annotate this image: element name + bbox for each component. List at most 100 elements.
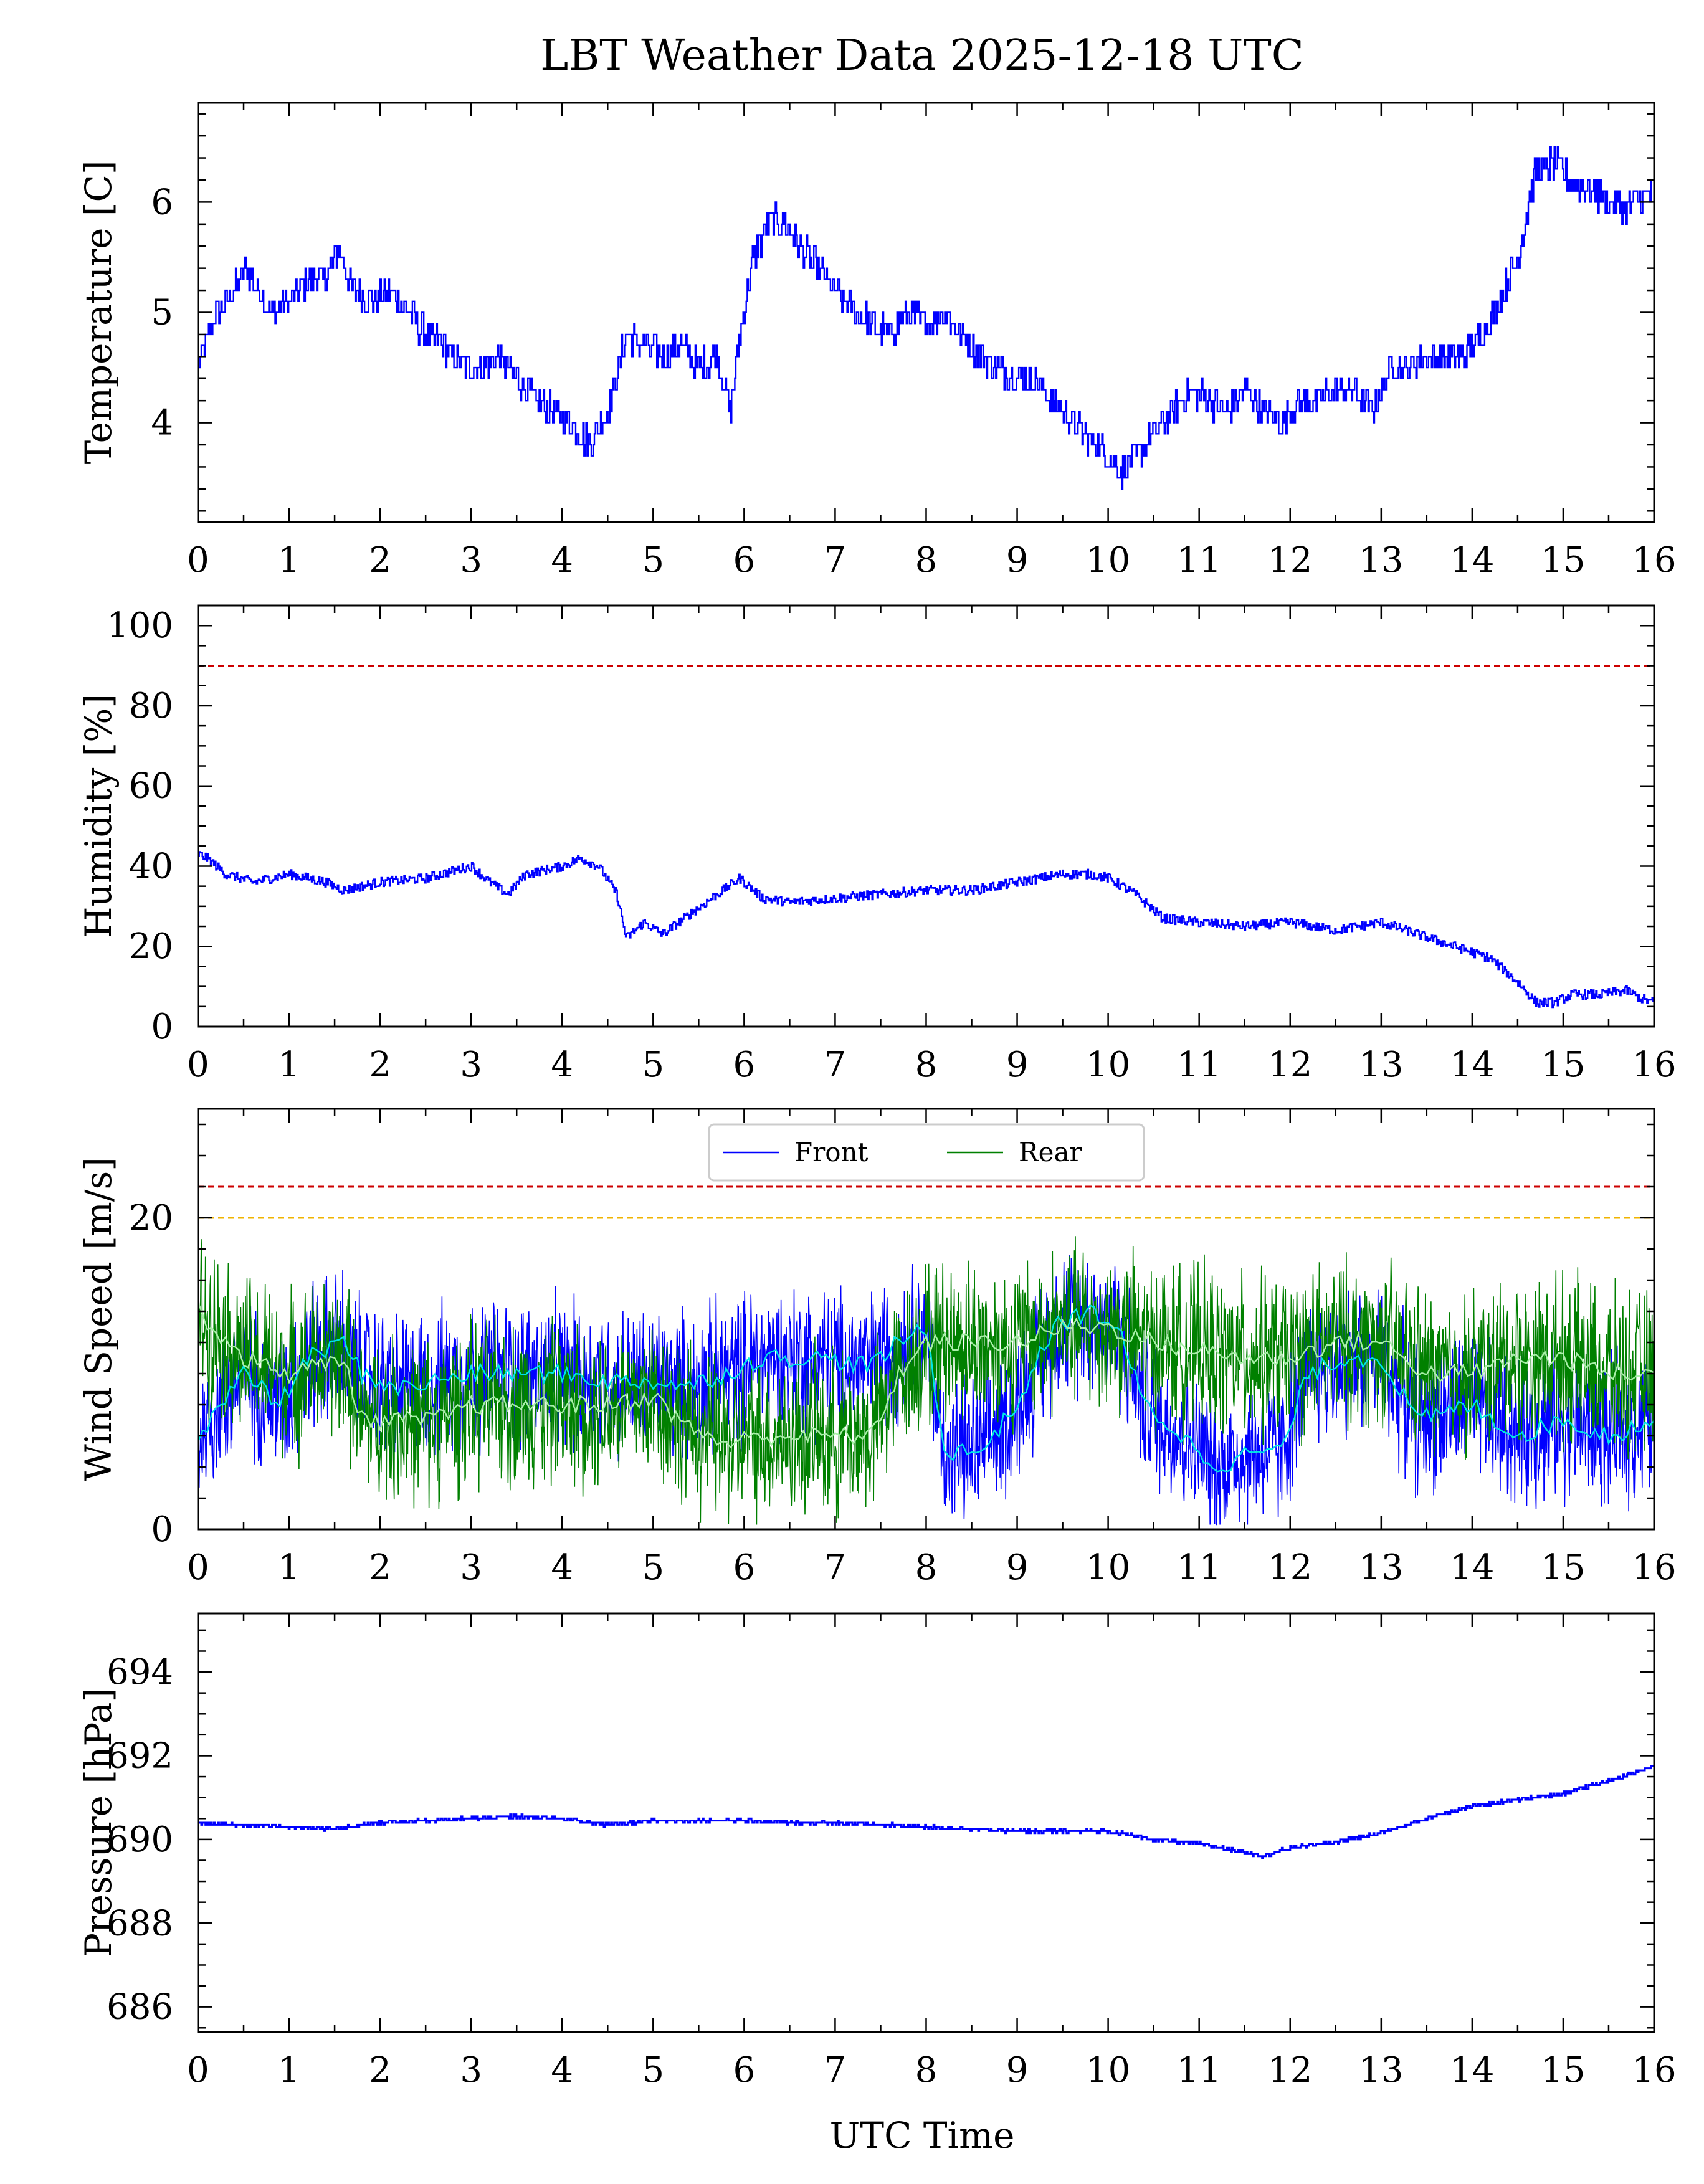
temperature-x-tick-label: 1 — [278, 540, 300, 581]
temperature-y-axis-label: Temperature [C] — [77, 160, 120, 464]
pressure-x-tick-label: 10 — [1086, 2050, 1130, 2091]
humidity-y-tick-label: 0 — [151, 1007, 173, 1047]
temperature-x-tick-label: 11 — [1177, 540, 1221, 581]
humidity-x-tick-label: 4 — [551, 1045, 573, 1085]
humidity-x-tick-label: 14 — [1450, 1045, 1494, 1085]
wind-y-tick-label: 20 — [129, 1198, 173, 1238]
wind-x-tick-label: 12 — [1268, 1547, 1312, 1588]
wind-x-tick-label: 6 — [733, 1547, 756, 1588]
pressure-y-tick-label: 692 — [107, 1735, 173, 1776]
pressure-x-tick-label: 2 — [369, 2050, 391, 2091]
wind-x-tick-label: 16 — [1632, 1547, 1676, 1588]
pressure-y-tick-label: 688 — [107, 1903, 173, 1944]
humidity-x-tick-label: 1 — [278, 1045, 300, 1085]
pressure-x-tick-label: 0 — [187, 2050, 209, 2091]
humidity-x-tick-label: 10 — [1086, 1045, 1130, 1085]
temperature-x-tick-label: 14 — [1450, 540, 1494, 581]
wind-x-tick-label: 14 — [1450, 1547, 1494, 1588]
pressure-x-tick-label: 4 — [551, 2050, 573, 2091]
legend-label-rear: Rear — [1019, 1137, 1083, 1167]
pressure-x-tick-label: 12 — [1268, 2050, 1312, 2091]
wind-average-front — [198, 1304, 1654, 1473]
temperature-x-tick-label: 6 — [733, 540, 756, 581]
humidity-x-tick-label: 7 — [824, 1045, 847, 1085]
humidity-y-tick-label: 20 — [129, 926, 173, 967]
humidity-y-axis-label: Humidity [%] — [77, 694, 120, 938]
temperature-x-tick-label: 7 — [824, 540, 847, 581]
pressure-series-group — [198, 1764, 1654, 1859]
humidity-x-tick-label: 5 — [642, 1045, 664, 1085]
pressure-x-tick-label: 8 — [915, 2050, 938, 2091]
wind-x-tick-label: 2 — [369, 1547, 391, 1588]
pressure-x-tick-label: 6 — [733, 2050, 756, 2091]
pressure-y-tick-label: 686 — [107, 1987, 173, 2028]
wind-x-tick-label: 10 — [1086, 1547, 1130, 1588]
pressure-y-tick-label: 694 — [107, 1652, 173, 1693]
temperature-x-tick-label: 8 — [915, 540, 938, 581]
wind-x-tick-label: 11 — [1177, 1547, 1221, 1588]
wind-x-tick-label: 7 — [824, 1547, 847, 1588]
pressure-x-tick-label: 7 — [824, 2050, 847, 2091]
figure-title: LBT Weather Data 2025-12-18 UTC — [540, 31, 1304, 80]
humidity-y-tick-label: 80 — [129, 686, 173, 726]
temperature-y-tick-label: 5 — [151, 293, 173, 333]
humidity-x-tick-label: 15 — [1541, 1045, 1585, 1085]
wind-y-tick-label: 0 — [151, 1509, 173, 1550]
pressure-y-axis-label: Pressure [hPa] — [77, 1688, 120, 1957]
wind-x-tick-label: 4 — [551, 1547, 573, 1588]
temperature-x-tick-label: 5 — [642, 540, 664, 581]
legend-box — [708, 1123, 1145, 1182]
humidity-y-tick-label: 60 — [129, 766, 173, 807]
temperature-x-tick-label: 9 — [1006, 540, 1029, 581]
pressure-x-tick-label: 14 — [1450, 2050, 1494, 2091]
wind-x-tick-label: 5 — [642, 1547, 664, 1588]
humidity-x-tick-label: 0 — [187, 1045, 209, 1085]
wind-x-tick-label: 9 — [1006, 1547, 1029, 1588]
x-axis-label: UTC Time — [830, 2114, 1015, 2157]
wind-legend: Front Rear — [708, 1123, 1145, 1182]
temperature-x-tick-label: 16 — [1632, 540, 1676, 581]
wind-x-tick-label: 13 — [1359, 1547, 1403, 1588]
pressure-series-line — [198, 1764, 1654, 1859]
humidity-x-tick-label: 9 — [1006, 1045, 1029, 1085]
temperature-x-tick-label: 13 — [1359, 540, 1403, 581]
humidity-x-tick-label: 13 — [1359, 1045, 1403, 1085]
humidity-y-tick-label: 100 — [107, 605, 173, 646]
temperature-y-tick-label: 4 — [151, 403, 173, 444]
wind-x-tick-label: 8 — [915, 1547, 938, 1588]
pressure-x-tick-label: 9 — [1006, 2050, 1029, 2091]
humidity-x-tick-label: 16 — [1632, 1045, 1676, 1085]
pressure-x-tick-label: 5 — [642, 2050, 664, 2091]
temperature-y-tick-label: 6 — [151, 182, 173, 222]
temperature-x-tick-label: 12 — [1268, 540, 1312, 581]
humidity-x-tick-label: 12 — [1268, 1045, 1312, 1085]
pressure-x-tick-label: 15 — [1541, 2050, 1585, 2091]
wind-x-tick-label: 1 — [278, 1547, 300, 1588]
wind-average-rear — [198, 1301, 1654, 1449]
humidity-y-tick-label: 40 — [129, 846, 173, 886]
temperature-series-group — [198, 146, 1654, 490]
humidity-x-tick-label: 11 — [1177, 1045, 1221, 1085]
wind-series-group — [198, 1236, 1654, 1526]
temperature-x-tick-label: 3 — [460, 540, 482, 581]
temperature-x-tick-label: 0 — [187, 540, 209, 581]
humidity-panel: 0 1 2 3 4 5 6 7 8 9 10 11 12 13 14 15 16020406080100Humi… — [77, 604, 1677, 1085]
wind-x-tick-label: 15 — [1541, 1547, 1585, 1588]
wind-x-tick-label: 0 — [187, 1547, 209, 1588]
temperature-x-tick-label: 4 — [551, 540, 573, 581]
humidity-x-tick-label: 2 — [369, 1045, 391, 1085]
humidity-x-tick-label: 3 — [460, 1045, 482, 1085]
pressure-x-tick-label: 16 — [1632, 2050, 1676, 2091]
temperature-x-tick-label: 2 — [369, 540, 391, 581]
humidity-x-tick-label: 8 — [915, 1045, 938, 1085]
pressure-x-tick-label: 3 — [460, 2050, 482, 2091]
pressure-panel: 0 1 2 3 4 5 6 7 8 9 10 11 12 13 14 15 16686688690692694P… — [77, 1612, 1677, 2091]
pressure-y-tick-label: 690 — [107, 1820, 173, 1860]
humidity-plot-frame — [197, 604, 1655, 1028]
legend-label-front: Front — [794, 1137, 869, 1167]
wind-x-tick-label: 3 — [460, 1547, 482, 1588]
